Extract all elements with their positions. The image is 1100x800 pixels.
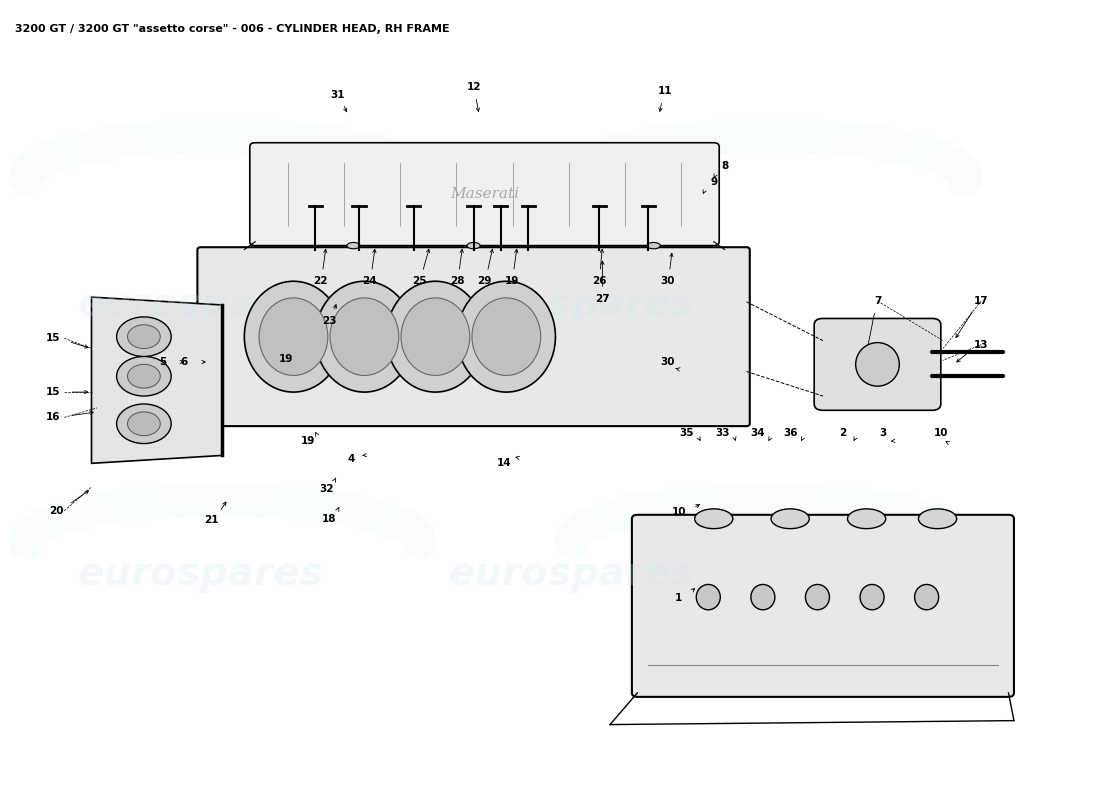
Ellipse shape (694, 509, 733, 529)
Text: 4: 4 (348, 454, 355, 464)
Circle shape (128, 412, 161, 436)
Ellipse shape (244, 282, 342, 392)
Text: 9: 9 (711, 178, 717, 187)
Text: 3200 GT / 3200 GT "assetto corse" - 006 - CYLINDER HEAD, RH FRAME: 3200 GT / 3200 GT "assetto corse" - 006 … (15, 24, 450, 34)
Text: 21: 21 (205, 515, 219, 526)
Text: 32: 32 (319, 484, 333, 494)
Ellipse shape (468, 242, 480, 249)
Ellipse shape (847, 509, 886, 529)
Text: 36: 36 (783, 428, 798, 438)
Ellipse shape (260, 298, 328, 375)
Text: 19: 19 (505, 276, 519, 286)
Circle shape (128, 364, 161, 388)
Text: 23: 23 (322, 316, 337, 326)
Ellipse shape (771, 509, 810, 529)
Text: 16: 16 (46, 413, 60, 422)
Text: 7: 7 (873, 296, 881, 306)
Text: 12: 12 (466, 82, 481, 92)
Text: 29: 29 (477, 276, 492, 286)
Text: eurospares: eurospares (78, 286, 323, 324)
Text: 19: 19 (300, 436, 315, 446)
Text: 30: 30 (661, 357, 675, 367)
Ellipse shape (805, 585, 829, 610)
Ellipse shape (918, 509, 957, 529)
Ellipse shape (346, 242, 360, 249)
Circle shape (117, 404, 172, 443)
FancyBboxPatch shape (631, 514, 1014, 697)
Ellipse shape (696, 585, 720, 610)
Text: 19: 19 (278, 354, 293, 364)
Text: 24: 24 (363, 276, 377, 286)
Ellipse shape (751, 585, 774, 610)
Ellipse shape (402, 298, 470, 375)
Text: 31: 31 (330, 90, 344, 100)
Text: 27: 27 (595, 294, 609, 304)
Text: 11: 11 (658, 86, 672, 96)
Circle shape (117, 357, 172, 396)
Text: 20: 20 (50, 506, 64, 516)
Ellipse shape (472, 298, 541, 375)
Text: Maserati: Maserati (450, 187, 519, 201)
Text: 3: 3 (879, 428, 887, 438)
Text: eurospares: eurospares (449, 555, 695, 593)
Text: 13: 13 (974, 339, 989, 350)
Text: 22: 22 (314, 276, 328, 286)
Text: 35: 35 (679, 428, 694, 438)
Text: 17: 17 (974, 296, 989, 306)
Text: eurospares: eurospares (449, 286, 695, 324)
Ellipse shape (914, 585, 938, 610)
Text: 15: 15 (46, 387, 60, 397)
Ellipse shape (647, 242, 660, 249)
Ellipse shape (316, 282, 414, 392)
Polygon shape (91, 297, 222, 463)
Ellipse shape (458, 282, 556, 392)
Text: 26: 26 (592, 276, 606, 286)
Text: 6: 6 (180, 357, 188, 367)
Text: 5: 5 (158, 357, 166, 367)
Text: 10: 10 (934, 428, 948, 438)
Circle shape (117, 317, 172, 357)
Text: 14: 14 (497, 458, 512, 468)
FancyBboxPatch shape (814, 318, 940, 410)
Text: 10: 10 (672, 507, 686, 518)
Text: 30: 30 (661, 276, 675, 286)
Ellipse shape (386, 282, 484, 392)
Text: 25: 25 (411, 276, 426, 286)
Text: 1: 1 (675, 593, 682, 603)
Text: 28: 28 (450, 276, 464, 286)
Text: 2: 2 (839, 428, 846, 438)
Ellipse shape (856, 342, 900, 386)
Text: 8: 8 (720, 162, 728, 171)
Text: 34: 34 (750, 428, 764, 438)
Circle shape (128, 325, 161, 349)
Text: 15: 15 (46, 334, 60, 343)
Ellipse shape (330, 298, 399, 375)
Text: 33: 33 (715, 428, 729, 438)
FancyBboxPatch shape (250, 142, 719, 246)
FancyBboxPatch shape (197, 247, 750, 426)
Text: eurospares: eurospares (78, 555, 323, 593)
Ellipse shape (860, 585, 884, 610)
Text: 18: 18 (322, 514, 337, 524)
